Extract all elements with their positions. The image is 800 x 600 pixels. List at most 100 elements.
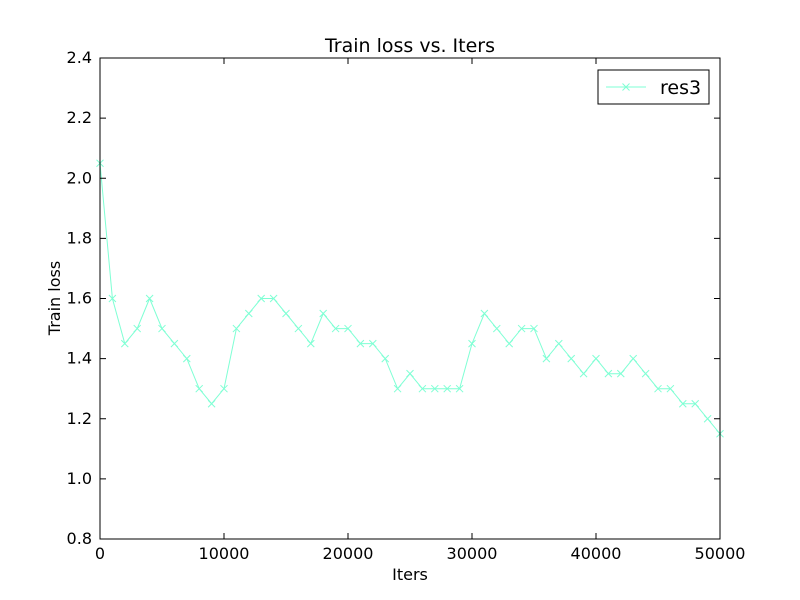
y-tick-label: 2.2 bbox=[67, 108, 92, 127]
data-point bbox=[158, 324, 166, 333]
y-tick-label: 1.0 bbox=[67, 469, 92, 488]
x-tick-label: 30000 bbox=[447, 544, 498, 563]
marker-stroke bbox=[406, 369, 414, 378]
data-point bbox=[269, 294, 278, 303]
data-point bbox=[666, 384, 675, 393]
marker-stroke bbox=[443, 384, 452, 393]
marker-stroke bbox=[269, 294, 278, 303]
marker-stroke bbox=[257, 294, 266, 303]
marker-stroke bbox=[418, 384, 427, 393]
x-tick-label: 50000 bbox=[695, 544, 746, 563]
data-point bbox=[381, 354, 390, 363]
marker-stroke bbox=[220, 384, 228, 393]
marker-stroke bbox=[145, 294, 154, 303]
data-point bbox=[517, 324, 526, 333]
marker-stroke bbox=[331, 324, 340, 333]
data-point bbox=[629, 354, 638, 363]
data-point bbox=[232, 324, 241, 333]
data-point bbox=[133, 324, 142, 333]
data-point bbox=[505, 339, 514, 348]
data-point bbox=[492, 324, 501, 333]
data-point bbox=[331, 324, 340, 333]
y-tick-label: 2.0 bbox=[67, 168, 92, 187]
data-point bbox=[530, 324, 538, 333]
data-point bbox=[678, 399, 687, 408]
data-point bbox=[207, 399, 216, 408]
marker-stroke bbox=[195, 384, 204, 393]
x-tick-label: 20000 bbox=[323, 544, 374, 563]
data-point bbox=[220, 384, 228, 393]
y-tick-label: 2.4 bbox=[67, 48, 92, 67]
marker-stroke bbox=[641, 369, 650, 378]
data-point bbox=[418, 384, 427, 393]
data-point bbox=[170, 339, 179, 348]
marker-stroke bbox=[430, 384, 439, 393]
marker-stroke bbox=[368, 339, 377, 348]
legend: res3 bbox=[597, 69, 710, 105]
series-layer bbox=[96, 159, 724, 438]
data-point bbox=[703, 414, 712, 423]
data-point bbox=[480, 309, 489, 318]
y-tick-label: 1.2 bbox=[67, 409, 92, 428]
axis-layer: 0 10000 20000 30000 40000 50000 0.8 1.0 1.2 1.4 1.… bbox=[67, 48, 746, 563]
marker-stroke bbox=[344, 324, 352, 333]
data-point bbox=[108, 294, 117, 303]
data-point bbox=[294, 324, 303, 333]
marker-stroke bbox=[244, 309, 253, 318]
marker-stroke bbox=[530, 324, 538, 333]
marker-stroke bbox=[294, 324, 303, 333]
marker-stroke bbox=[455, 384, 464, 393]
marker-stroke bbox=[480, 309, 489, 318]
data-point bbox=[443, 384, 452, 393]
data-point bbox=[592, 354, 600, 363]
data-point bbox=[654, 384, 662, 393]
x-tick-label: 0 bbox=[95, 544, 105, 563]
marker-stroke bbox=[108, 294, 117, 303]
data-point bbox=[368, 339, 377, 348]
y-tick-label: 1.8 bbox=[67, 228, 92, 247]
data-point bbox=[319, 309, 328, 318]
data-point bbox=[257, 294, 266, 303]
legend-marker bbox=[622, 83, 630, 91]
marker-stroke bbox=[319, 309, 328, 318]
data-point bbox=[393, 384, 402, 393]
data-point bbox=[120, 339, 129, 348]
data-point bbox=[406, 369, 414, 378]
data-point bbox=[455, 384, 464, 393]
marker-stroke bbox=[505, 339, 514, 348]
data-point bbox=[430, 384, 439, 393]
marker-stroke bbox=[492, 324, 501, 333]
marker-stroke bbox=[604, 369, 613, 378]
data-point bbox=[691, 399, 700, 408]
data-point bbox=[468, 339, 476, 348]
legend-label: res3 bbox=[660, 77, 701, 99]
data-point bbox=[182, 354, 191, 363]
marker-stroke bbox=[567, 354, 576, 363]
marker-stroke bbox=[554, 339, 563, 348]
plot-background bbox=[100, 58, 720, 539]
data-point bbox=[282, 309, 290, 318]
marker-stroke bbox=[666, 384, 675, 393]
marker-stroke bbox=[517, 324, 526, 333]
data-point bbox=[344, 324, 352, 333]
marker-stroke bbox=[629, 354, 638, 363]
data-point bbox=[567, 354, 576, 363]
data-point bbox=[604, 369, 613, 378]
data-point bbox=[542, 354, 551, 363]
marker-stroke bbox=[703, 414, 712, 423]
marker-stroke bbox=[158, 324, 166, 333]
data-point bbox=[306, 339, 315, 348]
marker-stroke bbox=[592, 354, 600, 363]
data-point bbox=[244, 309, 253, 318]
marker-stroke bbox=[579, 369, 588, 378]
y-axis-title: Train loss bbox=[45, 261, 64, 336]
marker-stroke bbox=[616, 369, 625, 378]
data-point bbox=[616, 369, 625, 378]
marker-stroke bbox=[468, 339, 476, 348]
marker-stroke bbox=[381, 354, 390, 363]
x-tick-label: 10000 bbox=[199, 544, 250, 563]
x-tick-label: 40000 bbox=[571, 544, 622, 563]
data-point bbox=[356, 339, 365, 348]
data-point bbox=[641, 369, 650, 378]
marker-stroke bbox=[542, 354, 551, 363]
